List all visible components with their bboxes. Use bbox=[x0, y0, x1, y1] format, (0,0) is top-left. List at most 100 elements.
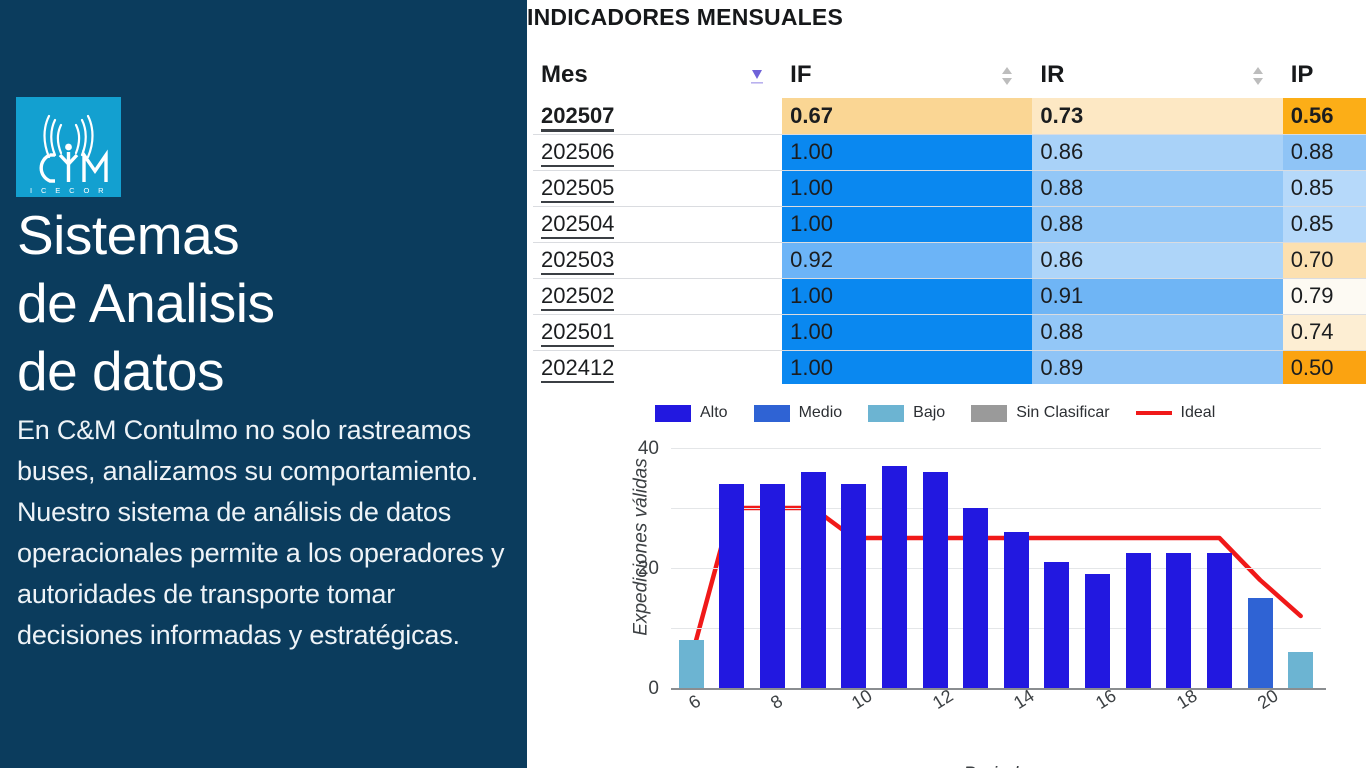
chart-bar[interactable] bbox=[1206, 553, 1232, 688]
x-axis-tick: 6 bbox=[685, 690, 705, 713]
mes-value: 202504 bbox=[541, 211, 615, 239]
legend-color-swatch bbox=[971, 404, 1008, 422]
column-header-ir-label: IR bbox=[1040, 61, 1065, 88]
chart-bar[interactable] bbox=[881, 466, 907, 688]
y-axis-tick: 20 bbox=[637, 558, 659, 579]
cell-mes[interactable]: 202412 bbox=[533, 350, 783, 384]
table-row[interactable]: 202412 1.00 0.89 0.50 bbox=[533, 350, 1366, 384]
y-axis-tick: 0 bbox=[648, 678, 659, 699]
cell-if: 1.00 bbox=[782, 206, 1033, 243]
sort-desc-icon[interactable] bbox=[750, 66, 764, 86]
legend-item[interactable]: Sin Clasificar bbox=[971, 404, 1110, 422]
cell-if: 1.00 bbox=[782, 278, 1033, 315]
cell-mes[interactable]: 202505 bbox=[533, 170, 783, 207]
cell-ir: 0.89 bbox=[1032, 350, 1283, 384]
cell-ip: 0.50 bbox=[1282, 350, 1366, 384]
cell-if: 1.00 bbox=[782, 350, 1033, 384]
chart-bar[interactable] bbox=[1085, 574, 1111, 688]
table-row[interactable]: 202506 1.00 0.86 0.88 bbox=[533, 134, 1366, 171]
legend-label: Medio bbox=[798, 404, 843, 421]
chart-bar[interactable] bbox=[1247, 598, 1273, 688]
sort-both-icon[interactable] bbox=[1000, 66, 1014, 86]
cell-ip: 0.70 bbox=[1282, 242, 1366, 279]
mes-value: 202505 bbox=[541, 175, 615, 203]
cell-mes[interactable]: 202503 bbox=[533, 242, 783, 279]
indicators-table: Mes IF bbox=[533, 52, 1366, 384]
legend-item[interactable]: Ideal bbox=[1135, 404, 1215, 422]
cell-mes[interactable]: 202501 bbox=[533, 314, 783, 351]
chart-bar[interactable] bbox=[922, 472, 948, 688]
cell-ip: 0.85 bbox=[1282, 206, 1366, 243]
table-row[interactable]: 202505 1.00 0.88 0.85 bbox=[533, 170, 1366, 207]
column-header-ip[interactable]: IP bbox=[1282, 52, 1366, 98]
gridline bbox=[671, 448, 1321, 449]
legend-label: Sin Clasificar bbox=[1016, 404, 1110, 421]
sort-both-icon[interactable] bbox=[1251, 66, 1265, 86]
y-axis-title: Expediciones válidas bbox=[630, 458, 652, 636]
legend-color-swatch bbox=[753, 404, 790, 422]
cell-mes[interactable]: 202502 bbox=[533, 278, 783, 315]
mes-value: 202506 bbox=[541, 139, 615, 167]
legend-line-swatch bbox=[1135, 411, 1172, 415]
table-row[interactable]: 202507 0.67 0.73 0.56 bbox=[533, 98, 1366, 135]
legend-item[interactable]: Medio bbox=[753, 404, 843, 422]
cell-ip: 0.85 bbox=[1282, 170, 1366, 207]
legend-item[interactable]: Alto bbox=[655, 404, 728, 422]
column-header-mes[interactable]: Mes bbox=[533, 52, 783, 98]
chart-legend: Alto Medio Bajo Sin Clasificar Ideal bbox=[655, 404, 1215, 422]
cell-mes[interactable]: 202507 bbox=[533, 98, 783, 135]
column-header-if[interactable]: IF bbox=[782, 52, 1033, 98]
chart-bar[interactable] bbox=[678, 640, 704, 688]
chart-bar[interactable] bbox=[963, 508, 989, 688]
chart-bar[interactable] bbox=[760, 484, 786, 688]
legend-label: Alto bbox=[700, 404, 728, 421]
chart-bar[interactable] bbox=[841, 484, 867, 688]
legend-label: Bajo bbox=[913, 404, 946, 421]
expediciones-chart: Alto Medio Bajo Sin Clasificar Ideal Expedic… bbox=[527, 392, 1366, 768]
cell-ir: 0.86 bbox=[1032, 134, 1283, 171]
cell-ip: 0.79 bbox=[1282, 278, 1366, 315]
table-row[interactable]: 202503 0.92 0.86 0.70 bbox=[533, 242, 1366, 279]
gridline bbox=[671, 508, 1321, 509]
chart-bar[interactable] bbox=[1288, 652, 1314, 688]
x-axis-tick: 8 bbox=[766, 690, 786, 713]
table-header-row: Mes IF bbox=[533, 52, 1366, 98]
chart-bar[interactable] bbox=[1044, 562, 1070, 688]
table-row[interactable]: 202501 1.00 0.88 0.74 bbox=[533, 314, 1366, 351]
mes-value: 202507 bbox=[541, 102, 615, 132]
column-header-mes-label: Mes bbox=[541, 61, 588, 88]
indicators-table-wrapper[interactable]: Mes IF bbox=[533, 52, 1366, 384]
cell-ir: 0.73 bbox=[1032, 98, 1283, 135]
chart-bar[interactable] bbox=[800, 472, 826, 688]
cell-ip: 0.74 bbox=[1282, 314, 1366, 351]
chart-bar[interactable] bbox=[1166, 553, 1192, 688]
legend-item[interactable]: Bajo bbox=[868, 404, 945, 422]
mes-value: 202503 bbox=[541, 247, 615, 275]
cell-mes[interactable]: 202506 bbox=[533, 134, 783, 171]
cell-ir: 0.91 bbox=[1032, 278, 1283, 315]
table-row[interactable]: 202502 1.00 0.91 0.79 bbox=[533, 278, 1366, 315]
cell-ip: 0.56 bbox=[1282, 98, 1366, 135]
table-row[interactable]: 202504 1.00 0.88 0.85 bbox=[533, 206, 1366, 243]
column-header-ir[interactable]: IR bbox=[1032, 52, 1283, 98]
left-intro-panel: I C E C O R Sistemas de Analisis de dato… bbox=[0, 0, 527, 768]
chart-bar[interactable] bbox=[1125, 553, 1151, 688]
cell-ir: 0.88 bbox=[1032, 206, 1283, 243]
chart-bar[interactable] bbox=[1003, 532, 1029, 688]
gridline bbox=[671, 568, 1321, 569]
legend-color-swatch bbox=[655, 404, 691, 422]
cell-if: 1.00 bbox=[782, 170, 1033, 207]
column-header-ip-label: IP bbox=[1290, 61, 1314, 88]
y-axis-tick: 40 bbox=[637, 438, 659, 459]
logo-mark-icon: I C E C O R bbox=[30, 114, 108, 195]
intro-paragraph: En C&M Contulmo no solo rastreamos buses… bbox=[17, 415, 505, 650]
indicators-table-body: 202507 0.67 0.73 0.56 202506 1.00 0.86 0.88 2025… bbox=[533, 98, 1366, 384]
logo-subtext: I C E C O R bbox=[30, 186, 107, 195]
legend-color-swatch bbox=[868, 404, 905, 422]
gridline bbox=[671, 628, 1321, 629]
x-axis-line bbox=[671, 688, 1326, 690]
chart-bar[interactable] bbox=[719, 484, 745, 688]
cell-mes[interactable]: 202504 bbox=[533, 206, 783, 243]
main-content: INDICADORES MENSUALES Mes bbox=[527, 0, 1366, 768]
cell-if: 1.00 bbox=[782, 134, 1033, 171]
